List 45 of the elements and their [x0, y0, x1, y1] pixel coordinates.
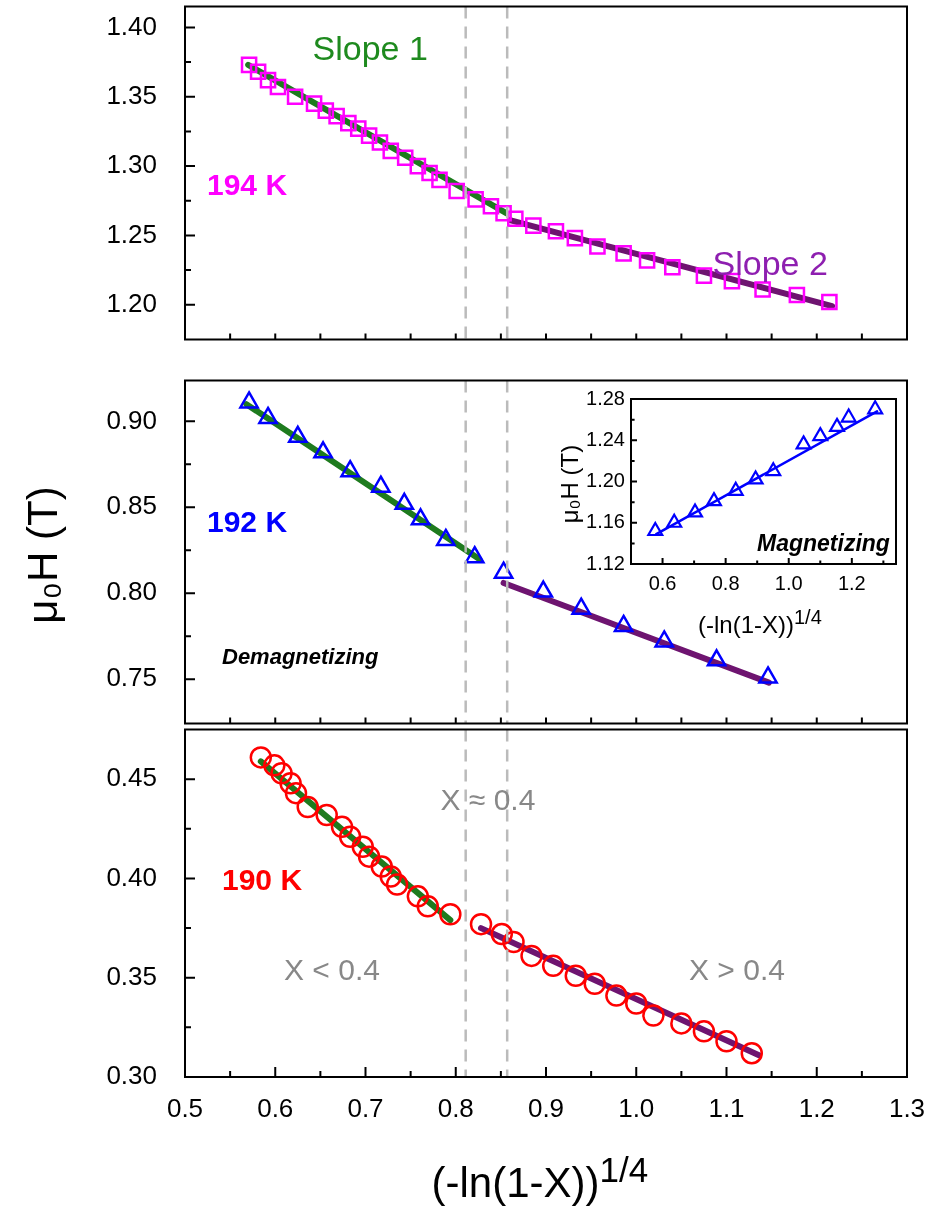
y-tick-label: 1.25	[106, 218, 157, 249]
x-tick-label: 1.0	[618, 1093, 655, 1124]
y-tick-label: 1.24	[586, 427, 625, 450]
y-tick-label: 0.40	[106, 862, 157, 893]
x-tick-label: 0.5	[166, 1093, 204, 1124]
x-tick-label: 1.0	[774, 571, 803, 594]
y-tick-label: 0.85	[106, 490, 157, 521]
y-tick-label: 1.35	[106, 80, 157, 111]
y-tick-label: 1.12	[586, 551, 625, 574]
annotation: 194 K	[207, 168, 288, 201]
x-tick-label: 0.6	[257, 1093, 294, 1124]
y-tick-label: 1.30	[106, 149, 157, 180]
annotation: Slope 1	[312, 29, 428, 67]
y-tick-label: 0.90	[106, 404, 157, 435]
y-tick-label: 0.30	[106, 1060, 157, 1091]
x-tick-label: 1.1	[708, 1093, 745, 1124]
x-tick-label: 0.6	[648, 571, 677, 594]
annotation: X > 0.4	[689, 953, 785, 986]
x-tick-label: 0.7	[347, 1093, 384, 1124]
x-tick-label: 0.9	[527, 1093, 565, 1124]
x-tick-label: 1.2	[798, 1093, 835, 1124]
x-tick-label: 1.3	[888, 1093, 926, 1124]
y-tick-label: 0.80	[106, 576, 157, 607]
y-tick-label: 0.35	[106, 961, 157, 992]
annotation: Slope 2	[712, 244, 828, 282]
x-tick-label: 0.8	[437, 1093, 474, 1124]
annotation: X < 0.4	[284, 953, 380, 986]
y-axis-title: μ₀H (T)	[556, 444, 584, 524]
annotation: 190 K	[222, 863, 303, 896]
x-tick-label: 1.2	[837, 571, 866, 594]
y-axis-title: μ₀H (T)	[18, 486, 66, 624]
y-tick-label: 1.40	[106, 10, 157, 41]
annotation: Magnetizing	[757, 529, 890, 556]
x-axis-title: (-ln(1-X))$^{1/4}$	[431, 1150, 649, 1206]
y-tick-label: 1.28	[586, 386, 625, 409]
y-tick-label: 1.20	[106, 288, 157, 319]
y-tick-label: 1.16	[586, 510, 625, 533]
annotation: 192 K	[207, 505, 288, 538]
y-tick-label: 0.75	[106, 662, 157, 693]
y-tick-label: 0.45	[106, 762, 157, 793]
x-axis-title: (-ln(1-X))$^{1/4}$	[698, 606, 822, 638]
annotation: Demagnetizing	[222, 644, 379, 669]
y-tick-label: 1.20	[586, 469, 625, 492]
x-tick-label: 0.8	[711, 571, 740, 594]
annotation: X ≈ 0.4	[440, 783, 536, 816]
